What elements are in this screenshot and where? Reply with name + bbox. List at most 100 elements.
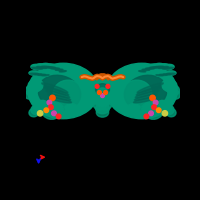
- Ellipse shape: [46, 67, 55, 68]
- Ellipse shape: [50, 65, 60, 70]
- Ellipse shape: [138, 68, 146, 72]
- Ellipse shape: [142, 69, 150, 70]
- Ellipse shape: [28, 79, 43, 92]
- Ellipse shape: [106, 63, 177, 119]
- Ellipse shape: [140, 106, 157, 117]
- Ellipse shape: [38, 74, 45, 75]
- Ellipse shape: [42, 75, 49, 76]
- Circle shape: [149, 111, 153, 116]
- Ellipse shape: [99, 100, 112, 110]
- Ellipse shape: [158, 64, 169, 69]
- Ellipse shape: [41, 73, 50, 76]
- Ellipse shape: [48, 94, 71, 100]
- Ellipse shape: [156, 75, 163, 76]
- Circle shape: [97, 91, 101, 94]
- Ellipse shape: [134, 98, 155, 103]
- Ellipse shape: [28, 63, 99, 119]
- Ellipse shape: [46, 64, 56, 69]
- Ellipse shape: [41, 63, 52, 68]
- Ellipse shape: [159, 66, 168, 68]
- Ellipse shape: [124, 75, 167, 110]
- Ellipse shape: [126, 104, 140, 114]
- Ellipse shape: [163, 74, 171, 75]
- Ellipse shape: [137, 83, 163, 93]
- Ellipse shape: [33, 72, 42, 76]
- Ellipse shape: [166, 71, 176, 75]
- Ellipse shape: [159, 72, 168, 76]
- Ellipse shape: [150, 67, 159, 68]
- Circle shape: [153, 100, 158, 105]
- Ellipse shape: [50, 98, 71, 103]
- Circle shape: [152, 105, 156, 109]
- Ellipse shape: [96, 108, 109, 117]
- Ellipse shape: [46, 90, 70, 98]
- Ellipse shape: [155, 73, 164, 76]
- Ellipse shape: [95, 95, 110, 107]
- Ellipse shape: [32, 67, 43, 69]
- Ellipse shape: [147, 109, 162, 119]
- Ellipse shape: [153, 63, 164, 68]
- Circle shape: [101, 94, 104, 98]
- Circle shape: [162, 111, 168, 116]
- Circle shape: [150, 95, 155, 101]
- Circle shape: [49, 105, 53, 109]
- Circle shape: [144, 114, 149, 119]
- Ellipse shape: [162, 67, 173, 69]
- Ellipse shape: [51, 68, 59, 69]
- Ellipse shape: [154, 66, 164, 68]
- Ellipse shape: [25, 91, 34, 99]
- Ellipse shape: [157, 100, 172, 112]
- Circle shape: [104, 91, 108, 94]
- Ellipse shape: [59, 68, 67, 72]
- Ellipse shape: [29, 108, 39, 117]
- Ellipse shape: [44, 87, 69, 95]
- Ellipse shape: [162, 79, 177, 92]
- Ellipse shape: [121, 80, 152, 108]
- Ellipse shape: [43, 102, 63, 114]
- Ellipse shape: [96, 104, 109, 114]
- Ellipse shape: [167, 73, 175, 74]
- Circle shape: [47, 100, 52, 105]
- Ellipse shape: [31, 64, 43, 70]
- Ellipse shape: [163, 72, 172, 76]
- Ellipse shape: [38, 75, 81, 110]
- Circle shape: [95, 84, 99, 88]
- Ellipse shape: [34, 74, 42, 75]
- Ellipse shape: [42, 83, 68, 93]
- Circle shape: [44, 108, 49, 113]
- Ellipse shape: [167, 85, 179, 96]
- Ellipse shape: [142, 67, 150, 71]
- Circle shape: [37, 111, 43, 116]
- Ellipse shape: [160, 74, 167, 75]
- Ellipse shape: [65, 104, 79, 114]
- Ellipse shape: [134, 94, 157, 100]
- Ellipse shape: [162, 104, 174, 115]
- Ellipse shape: [36, 64, 47, 69]
- Ellipse shape: [145, 65, 155, 70]
- Circle shape: [156, 108, 161, 113]
- Ellipse shape: [96, 84, 109, 95]
- Ellipse shape: [124, 106, 136, 116]
- Circle shape: [106, 84, 110, 88]
- Ellipse shape: [55, 67, 63, 71]
- Ellipse shape: [55, 69, 63, 70]
- Ellipse shape: [48, 106, 65, 117]
- Ellipse shape: [97, 88, 108, 97]
- Ellipse shape: [59, 71, 66, 72]
- Ellipse shape: [30, 73, 38, 74]
- Ellipse shape: [171, 91, 180, 99]
- Ellipse shape: [33, 100, 48, 112]
- Ellipse shape: [146, 68, 154, 69]
- Ellipse shape: [142, 102, 162, 114]
- Ellipse shape: [37, 72, 46, 76]
- Ellipse shape: [31, 104, 43, 115]
- Ellipse shape: [93, 78, 112, 93]
- Ellipse shape: [41, 66, 51, 68]
- Ellipse shape: [162, 64, 174, 70]
- Ellipse shape: [69, 106, 81, 116]
- Ellipse shape: [166, 108, 176, 117]
- Ellipse shape: [53, 80, 84, 108]
- Ellipse shape: [37, 66, 46, 68]
- Ellipse shape: [139, 71, 146, 72]
- Ellipse shape: [43, 109, 58, 119]
